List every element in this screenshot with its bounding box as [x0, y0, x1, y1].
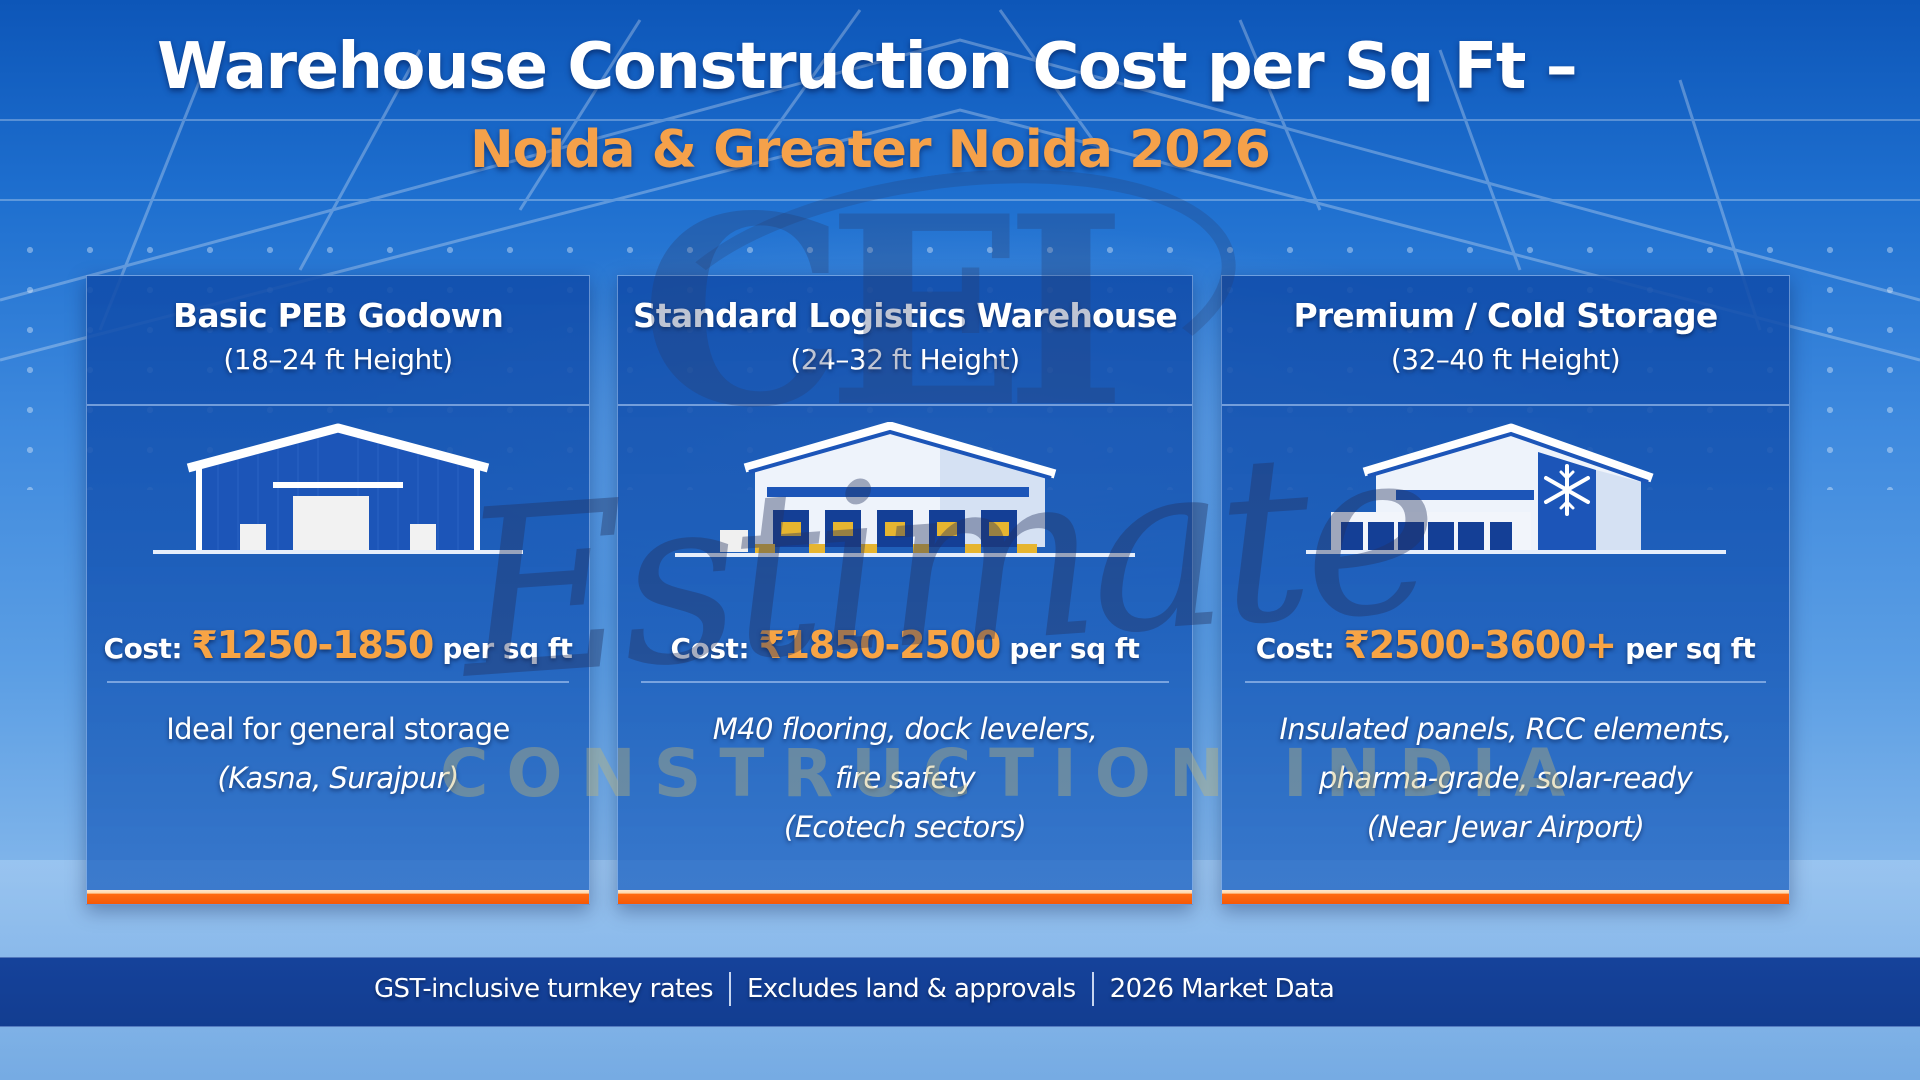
desc-line: Insulated panels, RCC elements,	[1279, 712, 1732, 746]
desc-line: fire safety	[834, 761, 976, 795]
card-title: Standard Logistics Warehouse	[632, 296, 1178, 335]
card-description: Insulated panels, RCC elements, pharma-g…	[1222, 705, 1789, 852]
footer-note-exclusions: Excludes land & approvals	[746, 974, 1076, 1004]
card-height-range: (32–40 ft Height)	[1390, 343, 1621, 376]
divider	[640, 681, 1170, 683]
desc-location: (Near Jewar Airport)	[1366, 810, 1645, 844]
card-accent-bar	[87, 890, 589, 904]
cost-unit: per sq ft	[1009, 632, 1140, 665]
cost-line: Cost: ₹1250-1850 per sq ft	[87, 623, 589, 667]
desc-line: M40 flooring, dock levelers,	[712, 712, 1098, 746]
cost-label: Cost:	[103, 632, 183, 665]
page-subtitle: Noida & Greater Noida 2026	[470, 120, 1271, 180]
desc-line: Ideal for general storage	[166, 712, 510, 746]
cost-value: ₹2500-3600+	[1343, 623, 1618, 667]
footer-divider	[1091, 972, 1094, 1006]
desc-line: pharma-grade, solar-ready	[1318, 761, 1693, 795]
card-accent-bar	[618, 890, 1192, 904]
cost-line: Cost: ₹1850-2500 per sq ft	[618, 623, 1192, 667]
peb-godown-icon	[87, 422, 589, 597]
card-premium-cold-storage: Premium / Cold Storage (32–40 ft Height)	[1221, 275, 1790, 905]
cost-value: ₹1250-1850	[191, 623, 434, 667]
desc-location: (Kasna, Surajpur)	[217, 761, 459, 795]
card-header: Standard Logistics Warehouse (24–32 ft H…	[618, 276, 1192, 406]
card-header: Premium / Cold Storage (32–40 ft Height)	[1222, 276, 1789, 406]
card-standard-logistics-warehouse: Standard Logistics Warehouse (24–32 ft H…	[617, 275, 1193, 905]
card-height-range: (24–32 ft Height)	[790, 343, 1020, 376]
card-description: M40 flooring, dock levelers, fire safety…	[618, 705, 1192, 852]
footer-notes: GST-inclusive turnkey rates Excludes lan…	[374, 972, 1335, 1006]
desc-location: (Ecotech sectors)	[783, 810, 1027, 844]
footer-band: GST-inclusive turnkey rates Excludes lan…	[0, 957, 1920, 1027]
cold-storage-snowflake-icon	[1222, 422, 1789, 597]
card-description: Ideal for general storage (Kasna, Surajp…	[87, 705, 589, 803]
footer-note-gst: GST-inclusive turnkey rates	[374, 974, 714, 1004]
footer-note-data-year: 2026 Market Data	[1109, 974, 1335, 1004]
card-height-range: (18–24 ft Height)	[223, 343, 453, 376]
cost-label: Cost:	[670, 632, 750, 665]
footer-divider	[728, 972, 731, 1006]
logistics-warehouse-icon	[618, 422, 1192, 597]
card-header: Basic PEB Godown (18–24 ft Height)	[87, 276, 589, 406]
cost-unit: per sq ft	[1625, 632, 1756, 665]
card-title: Premium / Cold Storage	[1293, 296, 1719, 335]
cost-unit: per sq ft	[442, 632, 573, 665]
cost-line: Cost: ₹2500-3600+ per sq ft	[1222, 623, 1789, 667]
card-basic-peb-godown: Basic PEB Godown (18–24 ft Height) Cost:…	[86, 275, 590, 905]
divider	[1244, 681, 1767, 683]
card-title: Basic PEB Godown	[172, 296, 504, 335]
card-accent-bar	[1222, 890, 1789, 904]
page-title: Warehouse Construction Cost per Sq Ft –	[157, 30, 1578, 104]
cost-label: Cost:	[1255, 632, 1335, 665]
divider	[107, 681, 569, 683]
cost-value: ₹1850-2500	[758, 623, 1001, 667]
